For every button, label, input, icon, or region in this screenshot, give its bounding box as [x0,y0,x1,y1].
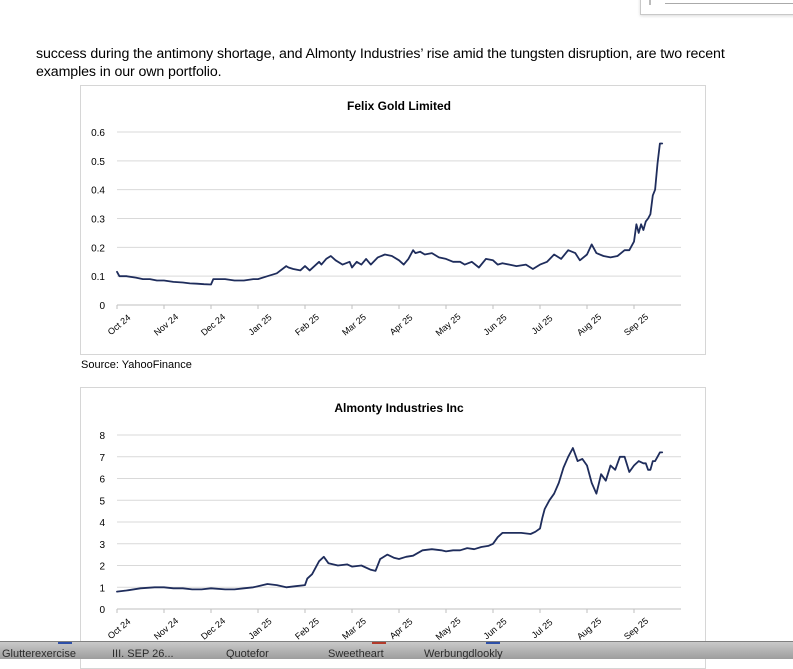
x-tick-label: Feb 25 [293,616,321,642]
taskbar-item[interactable]: Glutterexercise [2,648,76,659]
taskbar-accent [372,642,386,644]
y-tick-label: 0 [99,605,105,616]
x-tick-label: Apr 25 [388,616,415,641]
floating-text-field[interactable] [640,0,793,15]
text-caret [649,0,651,5]
x-tick-label: May 25 [434,311,463,338]
felix-gold-chart: Felix Gold Limited 0 0.1 0.2 0.3 0.4 0.5 0.6 Oct… [80,85,706,355]
chart-title: Almonty Industries Inc [334,401,464,415]
x-tick-label: Mar 25 [340,616,368,642]
y-tick-label: 3 [99,540,105,551]
x-tick-label: May 25 [434,615,463,642]
intro-paragraph: success during the antimony shortage, an… [36,46,725,81]
x-tick-label: Aug 25 [575,312,603,338]
x-tick-label: Apr 25 [388,312,415,337]
y-tick-label: 0 [99,301,105,312]
almonty-industries-chart-svg: Almonty Industries Inc 0 1 2 3 4 5 6 7 8 Oct 24 Nov… [99,401,681,642]
x-tick-label: Dec 24 [199,616,227,642]
almonty-industries-chart: Almonty Industries Inc 0 1 2 3 4 5 6 7 8 Oct 24 Nov… [80,387,706,669]
y-tick-label: 5 [99,496,105,507]
series-line [116,447,664,593]
x-tick-label: Jan 25 [247,616,274,641]
taskbar-item[interactable]: Quotefor [226,648,269,659]
x-tick-label: Nov 24 [152,616,180,642]
x-tick-label: Feb 25 [293,312,321,338]
y-tick-label: 6 [99,475,105,486]
y-tick-label: 0.2 [91,243,105,254]
x-tick-label: Sep 25 [622,616,650,642]
x-tick-label: Jun 25 [482,312,509,337]
taskbar-item[interactable]: Werbungdlookly [424,648,503,659]
y-tick-label: 0.1 [91,272,105,283]
y-tick-label: 8 [99,431,105,442]
x-tick-label: Jun 25 [482,616,509,641]
taskbar-accent [58,642,72,644]
taskbar: Glutterexercise III. SEP 26... Quotefor … [0,641,793,659]
x-tick-label: Jan 25 [247,312,274,337]
x-tick-label: Nov 24 [152,312,180,338]
series-line [116,142,664,286]
y-tick-label: 4 [99,518,105,529]
chart-source-note: Source: YahooFinance [81,359,192,371]
y-tick-label: 0.6 [91,128,105,139]
x-tick-label: Sep 25 [622,312,650,338]
y-tick-label: 0.4 [91,186,105,197]
taskbar-item[interactable]: III. SEP 26... [112,648,174,659]
y-tick-label: 1 [99,583,105,594]
x-tick-label: Jul 25 [530,313,555,336]
taskbar-item[interactable]: Sweetheart [328,648,384,659]
taskbar-accent [486,642,500,644]
y-tick-label: 0.3 [91,215,105,226]
x-tick-label: Oct 24 [106,312,133,337]
y-tick-label: 0.5 [91,157,105,168]
felix-gold-chart-svg: Felix Gold Limited 0 0.1 0.2 0.3 0.4 0.5 0.6 Oct… [91,99,681,338]
x-tick-label: Mar 25 [340,312,368,338]
x-tick-label: Oct 24 [106,616,133,641]
chart-title: Felix Gold Limited [347,99,451,113]
x-tick-label: Jul 25 [530,617,555,640]
y-tick-label: 2 [99,562,105,573]
y-tick-label: 7 [99,453,105,464]
x-tick-label: Aug 25 [575,616,603,642]
field-underline [665,3,793,4]
x-tick-label: Dec 24 [199,312,227,338]
